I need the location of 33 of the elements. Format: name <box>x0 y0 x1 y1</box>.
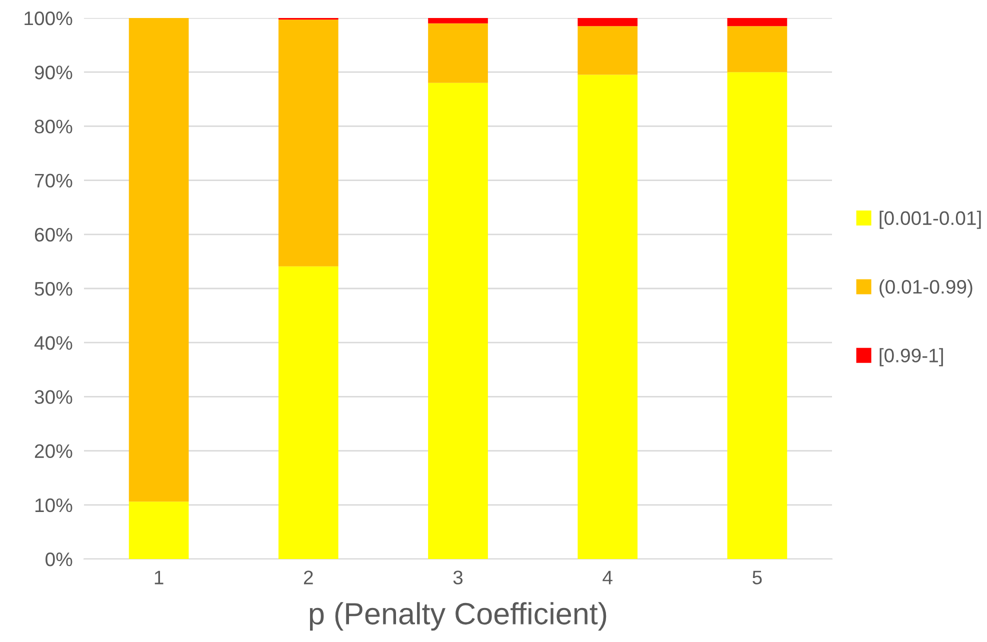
y-tick-label: 100% <box>24 11 72 26</box>
bar <box>278 266 338 559</box>
x-tick-label: 5 <box>752 570 762 584</box>
legend-label: (0.01-0.99) <box>880 279 972 298</box>
y-tick-label: 40% <box>34 336 72 350</box>
y-tick-label: 0% <box>46 552 72 566</box>
x-tick-label: 2 <box>304 570 313 584</box>
y-tick-label: 80% <box>34 120 72 134</box>
y-tick-label: 90% <box>34 66 72 80</box>
y-tick-label: 10% <box>35 498 72 512</box>
x-tick-label: 3 <box>453 570 463 584</box>
legend-label: [0.99-1] <box>880 348 943 366</box>
y-tick-label: 60% <box>34 228 72 242</box>
bar <box>278 20 338 266</box>
bar <box>428 23 488 83</box>
y-tick-label: 20% <box>34 444 72 458</box>
x-axis-title: p (Penalty Coefficient) <box>310 602 606 631</box>
x-tick-label: 4 <box>602 570 612 584</box>
legend-label: [0.001-0.01] <box>880 210 981 229</box>
y-tick-label: 70% <box>34 174 72 188</box>
bar <box>128 18 189 502</box>
y-tick-label: 50% <box>34 282 72 296</box>
bar <box>727 18 788 26</box>
y-tick-label: 30% <box>34 390 72 404</box>
bar <box>428 18 488 24</box>
bar <box>578 18 638 26</box>
bar <box>727 26 788 72</box>
bar <box>727 72 788 559</box>
bar <box>578 74 638 559</box>
bar <box>428 82 488 559</box>
x-tick-label: 1 <box>154 570 164 584</box>
bar <box>578 26 638 75</box>
bar <box>128 502 189 559</box>
